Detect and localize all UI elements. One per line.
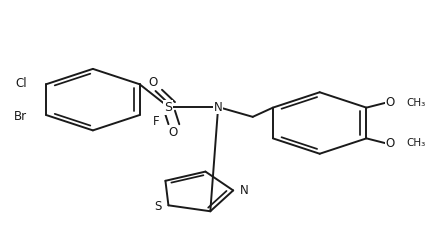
Text: O: O	[168, 126, 178, 139]
Text: Cl: Cl	[15, 77, 27, 90]
Text: O: O	[149, 76, 158, 89]
Text: O: O	[386, 96, 395, 109]
Text: N: N	[240, 184, 248, 197]
Text: O: O	[386, 137, 395, 150]
Text: Br: Br	[13, 110, 27, 123]
Text: CH₃: CH₃	[407, 98, 426, 108]
Text: S: S	[165, 101, 172, 113]
Text: S: S	[155, 200, 162, 213]
Text: N: N	[214, 101, 222, 113]
Text: F: F	[152, 115, 159, 128]
Text: CH₃: CH₃	[407, 138, 426, 148]
